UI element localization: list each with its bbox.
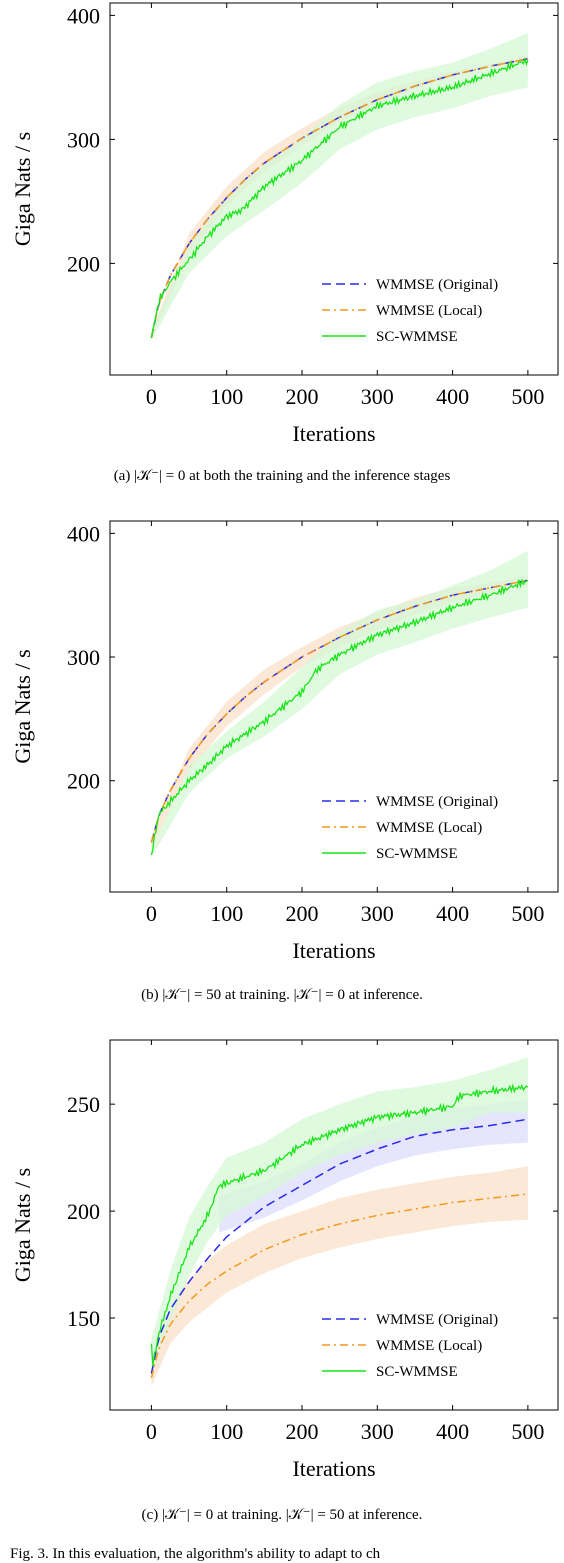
band-sc-wmmse bbox=[151, 550, 528, 858]
series-line-sc-wmmse bbox=[150, 1083, 529, 1367]
legend-label-sc-wmmse: SC-WMMSE bbox=[376, 329, 458, 345]
chart-b: 0 100 200 300 400 500 200 300 400 Iterations Giga … bbox=[10, 520, 559, 963]
x-tick-label: 500 bbox=[511, 1419, 544, 1444]
x-tick-label: 200 bbox=[286, 1419, 319, 1444]
x-tick-label: 100 bbox=[210, 1419, 243, 1444]
y-tick-label: 400 bbox=[67, 521, 100, 546]
band-wmmse-local bbox=[151, 1166, 528, 1387]
legend-label-sc-wmmse: SC-WMMSE bbox=[376, 846, 458, 862]
figure-caption-fragment: Fig. 3. In this evaluation, the algorith… bbox=[10, 1546, 381, 1562]
band-wmmse-local bbox=[151, 575, 528, 849]
y-axis-label: Giga Nats / s bbox=[10, 649, 35, 763]
series-line-sc-wmmse bbox=[150, 578, 529, 856]
plot-frame bbox=[109, 520, 559, 893]
chart-c: 0 100 200 300 400 500 150 200 250 Iterations Giga … bbox=[10, 1039, 559, 1481]
series-line-wmmse-original bbox=[150, 1118, 529, 1374]
legend-label-wmmse-local: WMMSE (Local) bbox=[376, 1338, 482, 1354]
x-tick-label: 0 bbox=[146, 1419, 157, 1444]
x-tick-label: 400 bbox=[436, 384, 469, 409]
series-line-sc-wmmse bbox=[150, 57, 529, 338]
caption-c: (c) |𝒦⁻| = 0 at training. |𝒦⁻| = 50 at i… bbox=[141, 1507, 423, 1523]
caption-b: (b) |𝒦⁻| = 50 at training. |𝒦⁻| = 0 at i… bbox=[141, 987, 423, 1003]
legend-label-sc-wmmse: SC-WMMSE bbox=[376, 1364, 458, 1380]
y-tick-label: 250 bbox=[67, 1092, 100, 1117]
y-tick-label: 300 bbox=[67, 127, 100, 152]
y-axis-label: Giga Nats / s bbox=[10, 1168, 35, 1282]
legend-label-wmmse-local: WMMSE (Local) bbox=[376, 820, 482, 836]
y-tick-label: 200 bbox=[67, 1199, 100, 1224]
x-tick-label: 0 bbox=[146, 901, 157, 926]
x-tick-label: 100 bbox=[210, 901, 243, 926]
plot-frame bbox=[109, 1039, 559, 1411]
x-tick-label: 300 bbox=[361, 901, 394, 926]
legend-label-wmmse-local: WMMSE (Local) bbox=[376, 303, 482, 319]
series-line-wmmse-local bbox=[150, 579, 529, 843]
x-tick-label: 300 bbox=[361, 1419, 394, 1444]
y-tick-label: 300 bbox=[67, 645, 100, 670]
y-axis-label: Giga Nats / s bbox=[10, 132, 35, 246]
legend-label-wmmse-original: WMMSE (Original) bbox=[376, 794, 498, 810]
x-axis-label: Iterations bbox=[292, 421, 375, 446]
x-tick-label: 400 bbox=[436, 901, 469, 926]
x-tick-label: 300 bbox=[361, 384, 394, 409]
plot-frame bbox=[109, 2, 559, 376]
x-tick-label: 200 bbox=[286, 384, 319, 409]
y-tick-label: 200 bbox=[67, 251, 100, 276]
caption-a: (a) |𝒦⁻| = 0 at both the training and th… bbox=[113, 468, 451, 484]
x-tick-label: 500 bbox=[511, 901, 544, 926]
band-sc-wmmse bbox=[151, 32, 528, 341]
x-tick-label: 0 bbox=[146, 384, 157, 409]
series-line-wmmse-local bbox=[150, 1193, 528, 1379]
x-axis-label: Iterations bbox=[292, 938, 375, 963]
x-tick-label: 100 bbox=[210, 384, 243, 409]
y-tick-label: 400 bbox=[67, 3, 100, 28]
chart-a: 0 100 200 300 400 500 200 300 400 Iterations Giga … bbox=[10, 2, 559, 446]
legend-label-wmmse-original: WMMSE (Original) bbox=[376, 1312, 498, 1328]
x-tick-label: 200 bbox=[286, 901, 319, 926]
band-wmmse-original bbox=[219, 1099, 528, 1233]
series-line-wmmse-local bbox=[150, 58, 529, 338]
y-tick-label: 150 bbox=[67, 1306, 100, 1331]
x-axis-label: Iterations bbox=[292, 1456, 375, 1481]
x-tick-label: 500 bbox=[511, 384, 544, 409]
band-sc-wmmse bbox=[151, 1057, 528, 1370]
x-tick-label: 400 bbox=[436, 1419, 469, 1444]
legend-label-wmmse-original: WMMSE (Original) bbox=[376, 277, 498, 293]
y-tick-label: 200 bbox=[67, 769, 100, 794]
